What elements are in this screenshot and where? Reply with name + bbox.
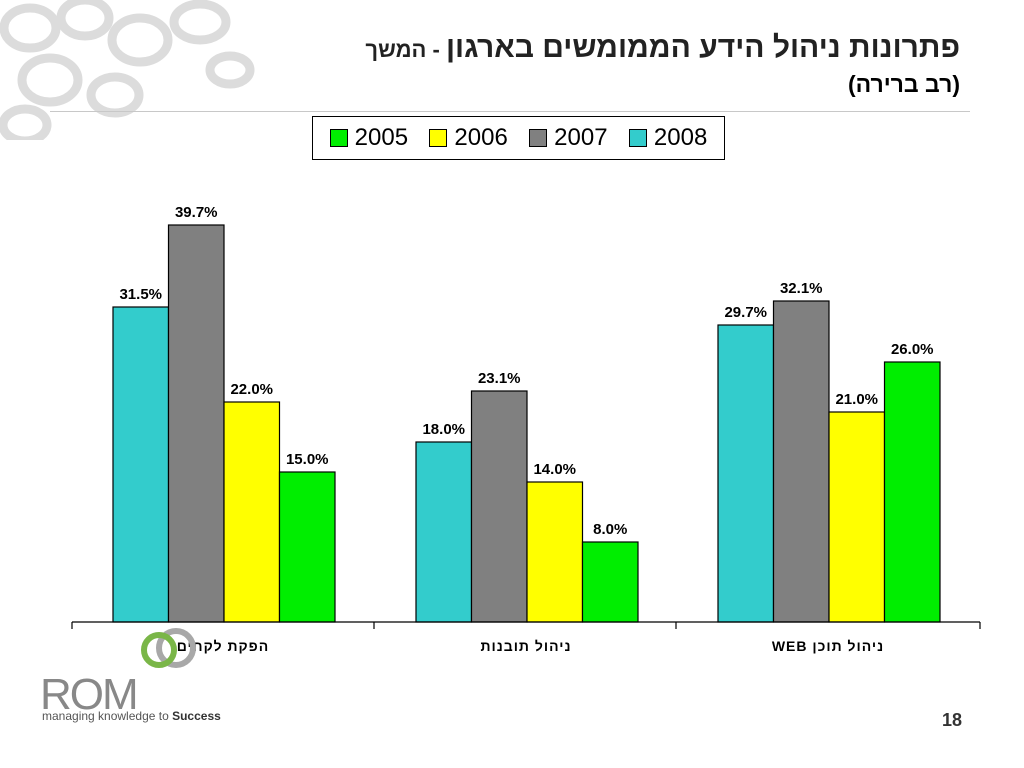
rom-logo: ROM (40, 670, 139, 719)
title-suffix: - המשך (365, 37, 446, 62)
title-subtitle: (רב ברירה) (847, 71, 960, 97)
category-label-2: ניהול תוכן WEB (772, 638, 884, 654)
chart-legend: 2005 2006 2007 2008 (312, 116, 725, 160)
legend-swatch-2006 (429, 129, 448, 147)
bar-2008-1 (415, 441, 473, 623)
data-label-2005-0: 15.0% (286, 451, 329, 468)
bar-2007-2 (772, 300, 830, 623)
data-label-2006-2: 21.0% (835, 391, 878, 408)
category-label-0: הפקת לקחים (177, 638, 270, 654)
bar-2005-2 (883, 361, 941, 623)
data-label-2007-1: 23.1% (478, 370, 521, 387)
tagline-prefix: managing knowledge to (42, 709, 173, 723)
bar-2008-0 (112, 306, 170, 623)
data-label-2005-2: 26.0% (891, 341, 934, 358)
legend-item-2007: 2007 (529, 124, 608, 152)
legend-item-2005: 2005 (329, 124, 409, 152)
data-label-2006-1: 14.0% (533, 461, 576, 478)
legend-swatch-2005 (329, 129, 348, 147)
bar-2006-1 (526, 481, 584, 623)
legend-label-2008: 2008 (653, 124, 708, 151)
rom-logo-mark-icon (141, 628, 196, 668)
tagline-emphasis: Success (172, 709, 221, 723)
data-label-2005-1: 8.0% (593, 521, 627, 538)
title-main: פתרונות ניהול הידע הממומשים בארגון (445, 31, 960, 64)
legend-item-2008: 2008 (628, 124, 708, 152)
bar-2005-0 (278, 471, 336, 623)
data-label-2007-2: 32.1% (780, 280, 823, 297)
legend-swatch-2007 (529, 129, 548, 147)
bar-2007-0 (167, 224, 225, 623)
data-label-2008-1: 18.0% (422, 421, 465, 438)
bar-2008-2 (717, 324, 775, 623)
bar-2006-2 (828, 411, 886, 623)
data-label-2008-0: 31.5% (119, 286, 162, 303)
legend-item-2006: 2006 (429, 124, 508, 152)
category-label-1: ניהול תובנות (480, 638, 571, 654)
data-label-2007-0: 39.7% (175, 204, 218, 221)
legend-swatch-2008 (628, 129, 647, 147)
bar-2007-1 (470, 390, 528, 623)
page-number: 18 (941, 710, 962, 730)
legend-label-2007: 2007 (554, 124, 608, 151)
legend-label-2005: 2005 (354, 124, 409, 151)
title-divider (50, 111, 970, 112)
bar-2005-1 (581, 541, 639, 623)
data-label-2006-0: 22.0% (230, 381, 273, 398)
slide-title: פתרונות ניהול הידע הממומשים בארגון - המש… (365, 28, 960, 98)
decorative-swirl-graphic (0, 0, 255, 140)
data-label-2008-2: 29.7% (724, 304, 767, 321)
bar-2006-0 (223, 401, 281, 623)
logo-tagline: managing knowledge to Success (42, 709, 221, 723)
legend-label-2006: 2006 (454, 124, 508, 151)
